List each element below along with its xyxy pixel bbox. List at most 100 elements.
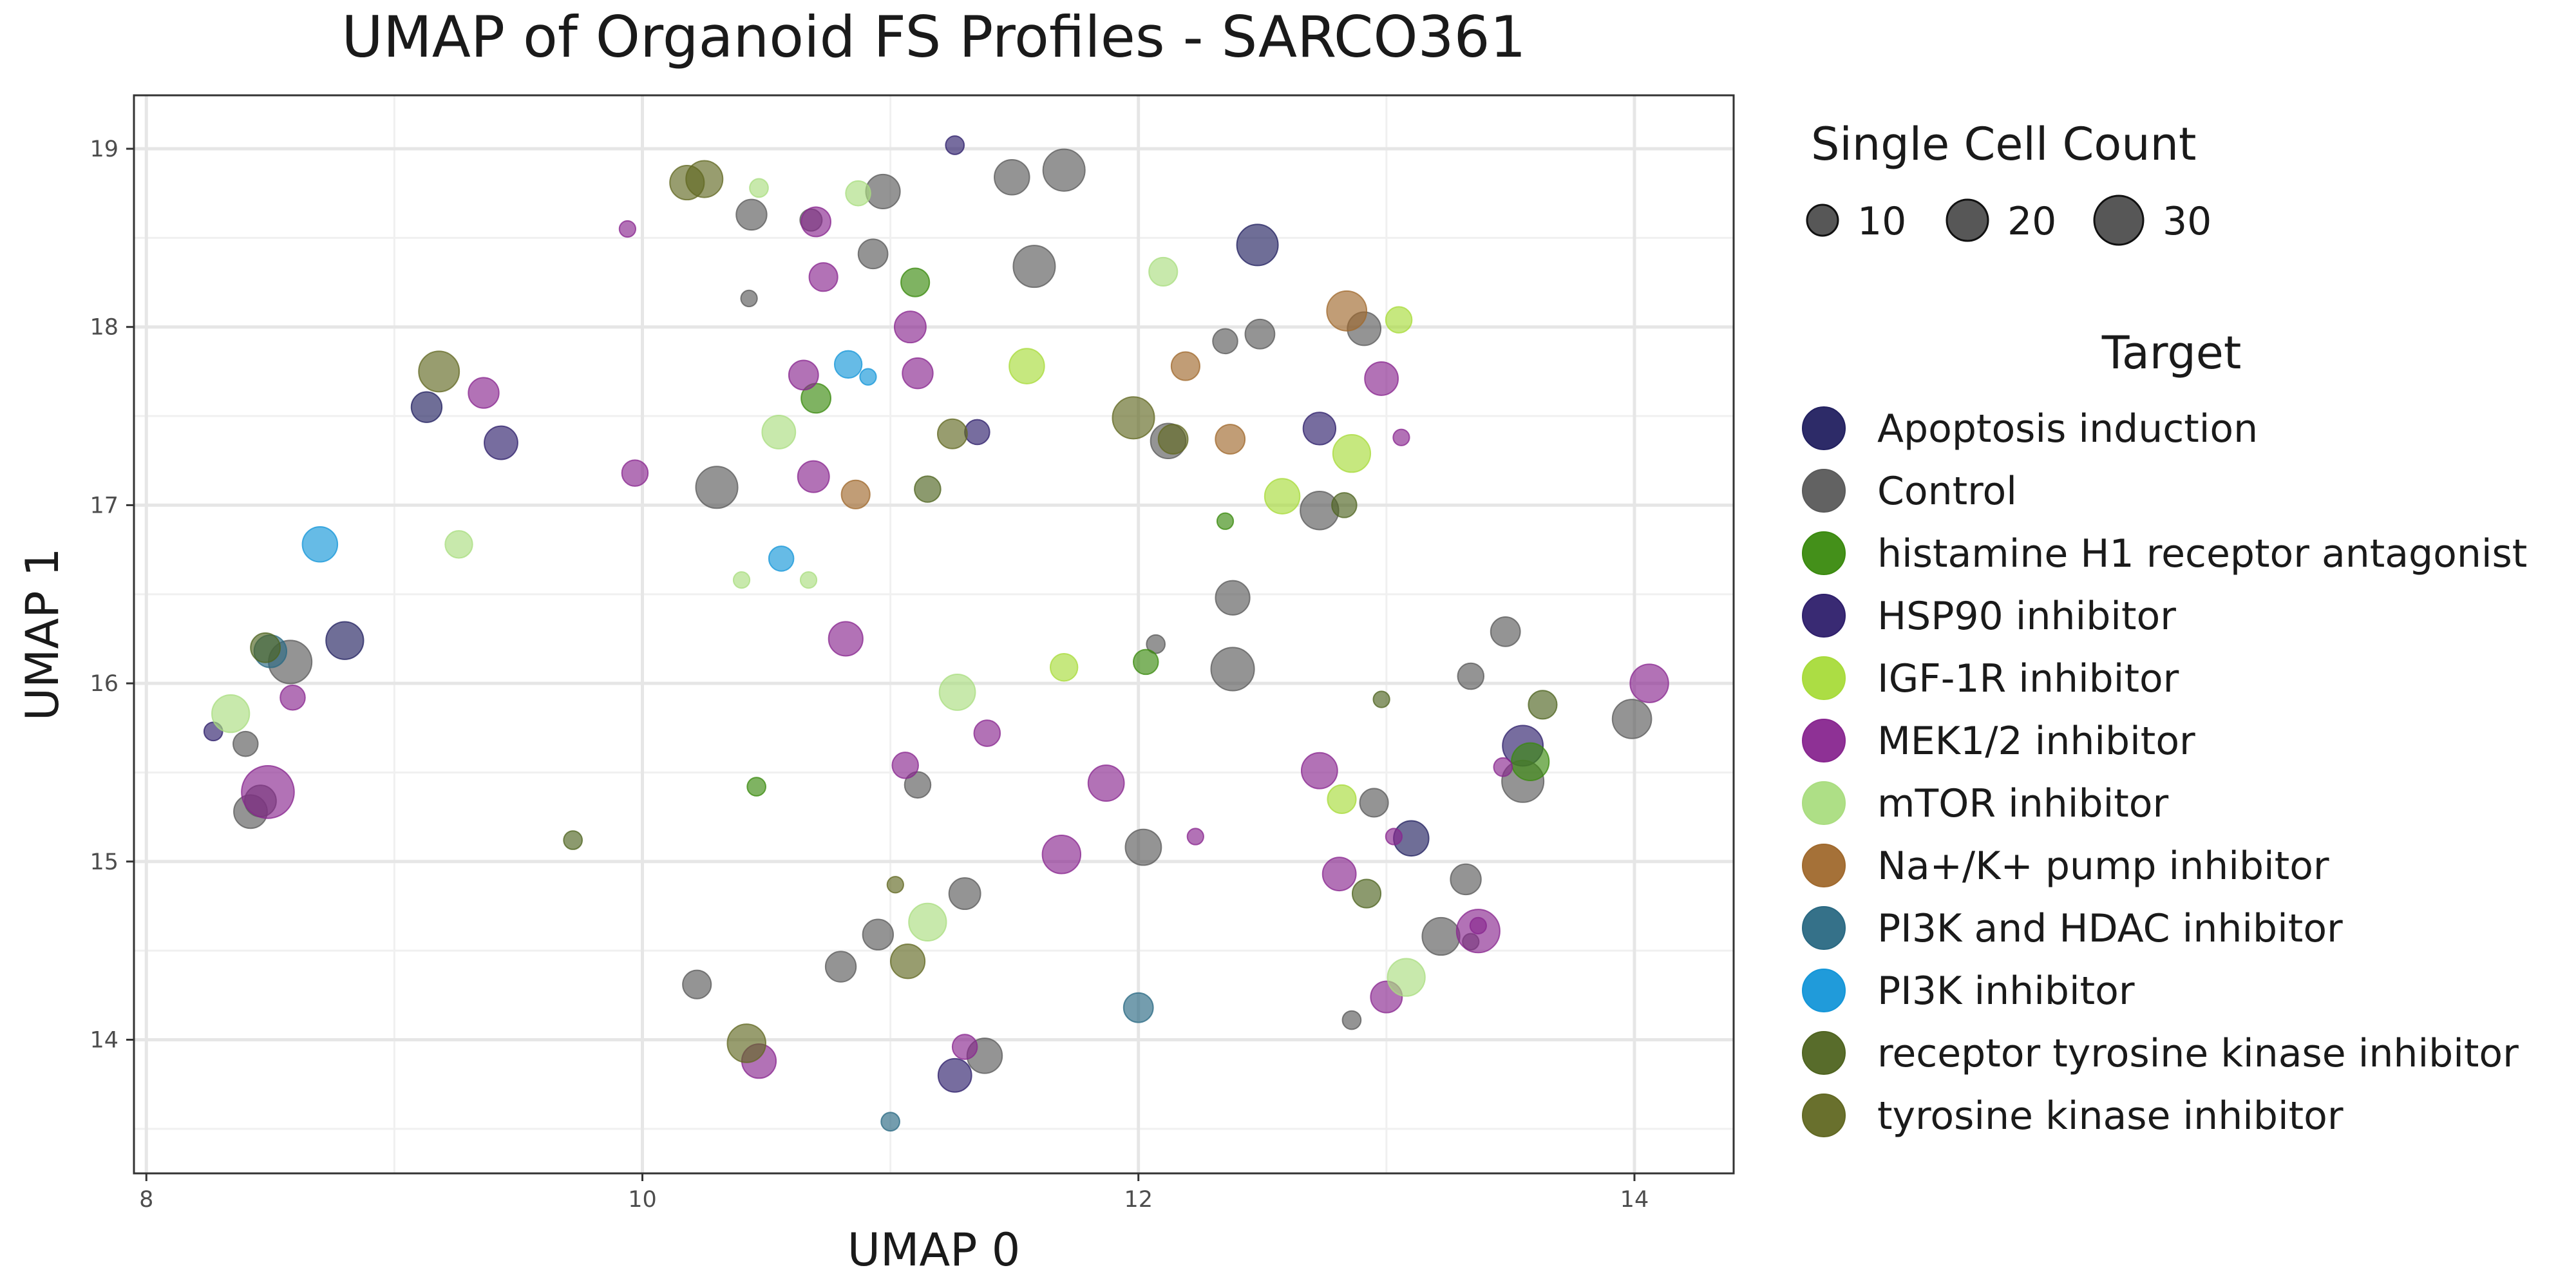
data-point (241, 765, 295, 819)
data-point (746, 777, 766, 797)
size-legend: Single Cell Count 10 20 30 (1806, 118, 2211, 246)
data-point (1215, 424, 1246, 455)
chart-title: UMAP of Organoid FS Profiles - SARCO361 (341, 4, 1526, 70)
data-point (682, 969, 712, 999)
color-legend-swatch (1802, 906, 1846, 950)
data-point (1364, 361, 1399, 396)
data-point (937, 1057, 972, 1093)
x-axis-title: UMAP 0 (848, 1224, 1021, 1276)
data-point (1012, 245, 1056, 289)
data-point (1300, 752, 1338, 790)
data-point (1087, 764, 1125, 802)
data-point (859, 368, 877, 386)
data-point (891, 752, 919, 779)
data-point (211, 694, 251, 734)
data-point (948, 877, 981, 911)
color-legend-swatch (1802, 1031, 1846, 1075)
color-legend-swatch (1802, 656, 1846, 700)
data-point (1629, 663, 1669, 703)
data-point (824, 951, 857, 983)
data-point (1244, 318, 1276, 350)
data-point (1236, 223, 1279, 267)
data-point (1457, 662, 1485, 690)
data-point (1009, 348, 1045, 384)
data-point (1351, 878, 1382, 909)
data-point (902, 357, 934, 390)
data-point (889, 943, 926, 980)
data-point (1493, 757, 1513, 777)
data-point (1372, 690, 1390, 708)
x-tick-label: 8 (139, 1187, 153, 1213)
data-points (203, 135, 1669, 1132)
size-legend-title: Single Cell Count (1811, 118, 2196, 171)
plot-panel-border (133, 94, 1735, 1175)
data-point (1049, 652, 1079, 682)
data-point (232, 730, 259, 757)
size-legend-marker (1946, 198, 1989, 242)
data-point (964, 419, 990, 446)
data-point (1157, 424, 1189, 455)
color-legend-label: receptor tyrosine kinase inhibitor (1877, 1031, 2519, 1076)
y-tick-label: 19 (90, 137, 118, 162)
x-tick-label: 10 (628, 1187, 657, 1213)
data-point (1611, 699, 1653, 739)
data-point (788, 359, 819, 391)
data-point (828, 621, 864, 657)
data-point (1215, 580, 1251, 616)
data-point (1341, 1010, 1362, 1030)
data-point (1112, 396, 1155, 440)
data-point (893, 310, 927, 344)
color-legend-swatch (1802, 969, 1846, 1012)
x-tick-label: 12 (1124, 1187, 1153, 1213)
data-point (685, 160, 724, 198)
data-point (938, 674, 976, 711)
data-point (740, 289, 758, 308)
data-point (1122, 992, 1154, 1023)
data-point (886, 876, 904, 894)
data-point (833, 350, 863, 379)
data-point (444, 530, 473, 559)
color-legend-label: histamine H1 receptor antagonist (1877, 531, 2527, 576)
data-point (908, 902, 947, 942)
data-point (484, 425, 518, 460)
data-point (1385, 306, 1413, 334)
size-legend-label: 30 (2163, 199, 2211, 244)
y-tick-label: 15 (90, 849, 118, 875)
data-point (904, 771, 932, 799)
color-legend-title: Target (2101, 327, 2242, 379)
data-point (1490, 616, 1521, 647)
data-point (1528, 690, 1558, 720)
data-point (1450, 863, 1482, 896)
data-point (1387, 958, 1426, 997)
color-legend-label: PI3K inhibitor (1877, 969, 2135, 1014)
color-legend-label: MEK1/2 inhibitor (1877, 719, 2195, 764)
data-point (732, 571, 751, 589)
data-point (761, 415, 797, 450)
data-point (1186, 828, 1204, 846)
color-legend-swatch (1802, 469, 1846, 513)
data-point (799, 571, 818, 589)
color-legend-swatch (1802, 406, 1846, 450)
color-legend-swatch (1802, 531, 1846, 575)
data-point (1511, 742, 1550, 781)
data-point (1264, 478, 1301, 515)
y-axis-title: UMAP 1 (16, 548, 69, 721)
data-point (1332, 434, 1372, 473)
data-point (1212, 328, 1238, 355)
data-point (250, 632, 281, 663)
data-point (880, 1112, 900, 1132)
data-point (1170, 351, 1200, 381)
data-point (1327, 784, 1357, 815)
y-tick-label: 17 (90, 493, 118, 518)
y-tick-label: 14 (90, 1027, 118, 1053)
y-axis: 14 15 16 17 18 19 (90, 137, 134, 1053)
data-point (1392, 428, 1410, 446)
data-point (797, 460, 830, 493)
data-point (1455, 909, 1501, 954)
color-legend-swatch (1802, 1094, 1846, 1137)
data-point (1041, 834, 1082, 875)
color-legend-label: HSP90 inhibitor (1877, 594, 2176, 639)
grid-lines (134, 95, 1734, 1173)
data-point (418, 350, 460, 393)
